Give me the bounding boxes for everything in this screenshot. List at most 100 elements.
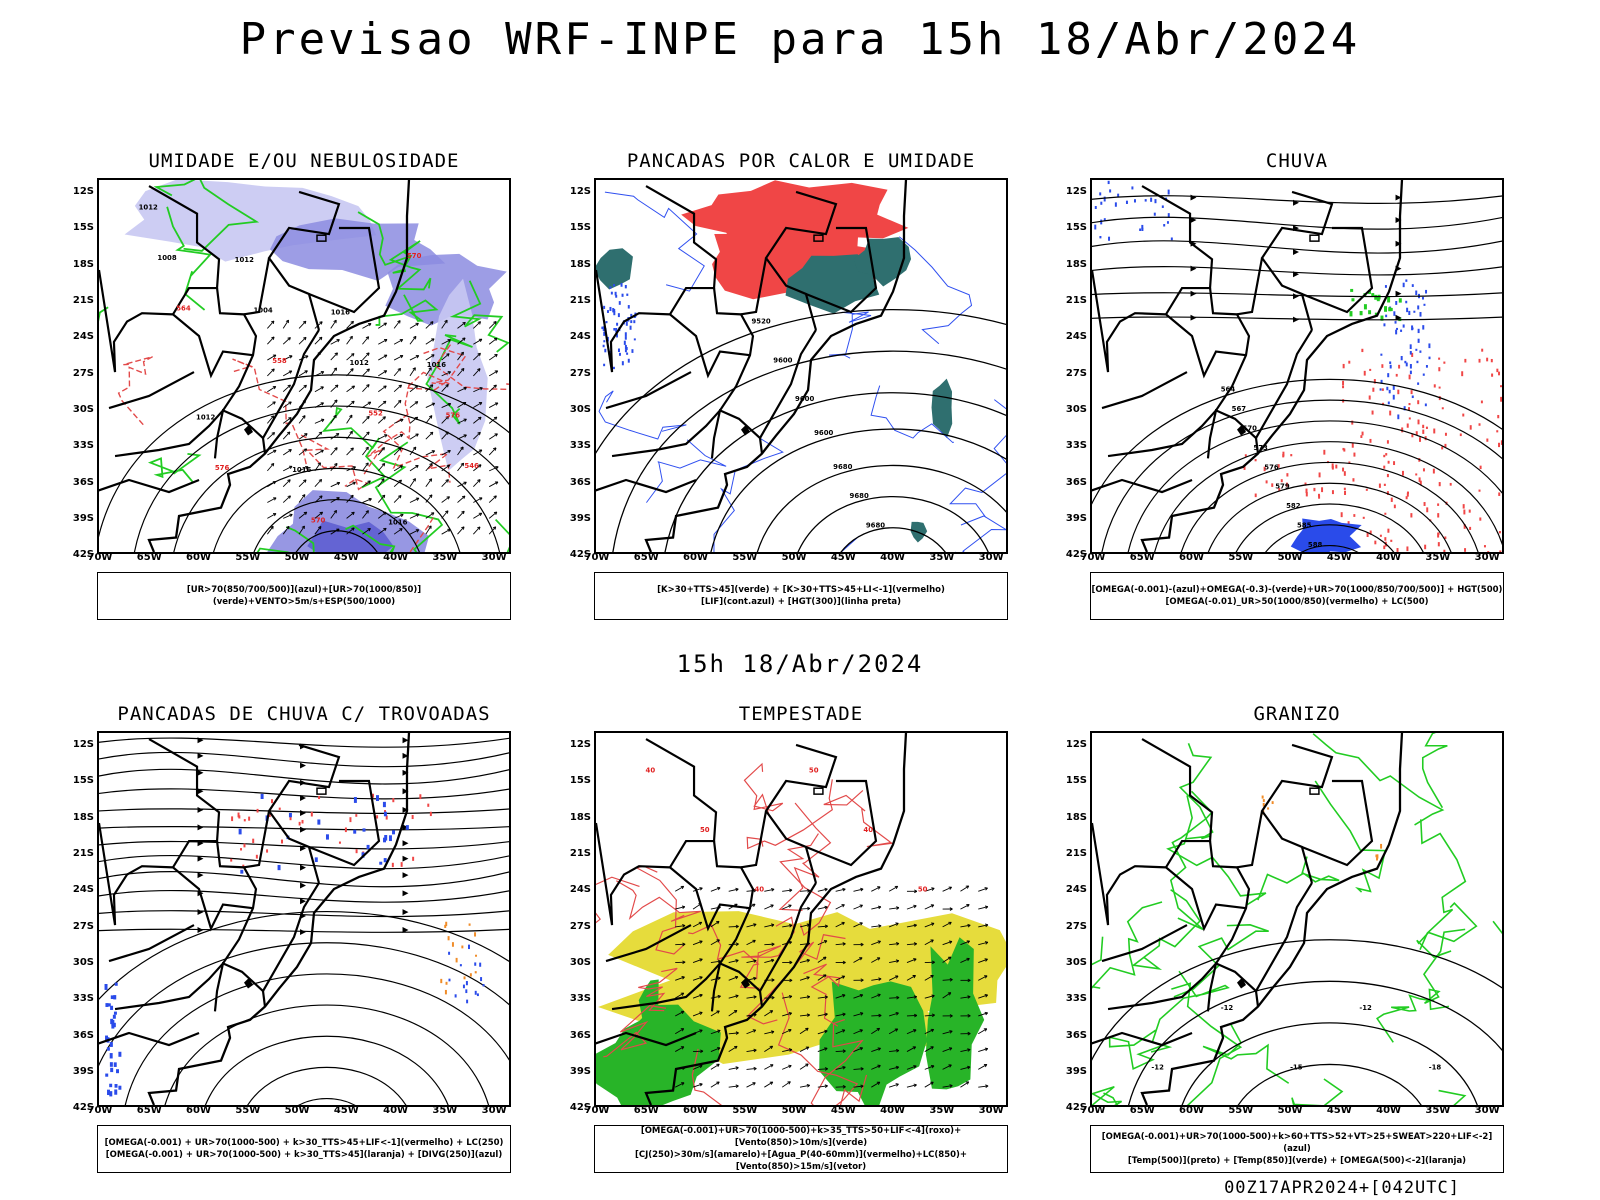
contour-label: 576	[215, 464, 230, 472]
lon-tick-label: 30W	[1474, 1105, 1500, 1116]
lon-tick-label: 70W	[584, 1105, 610, 1116]
lon-tick-label: 45W	[830, 1105, 856, 1116]
lon-tick-label: 65W	[633, 552, 659, 563]
lat-tick-label: 30S	[1065, 403, 1087, 415]
lat-tick-label: 27S	[1065, 367, 1087, 379]
legend-line: [OMEGA(-0.01)_UR>50(1000/850)(vermelho) …	[1165, 597, 1429, 607]
legend-line: [UR>70(850/700/500)](azul)+[UR>70(1000/8…	[186, 585, 422, 607]
legend-box: [OMEGA(-0.001) + UR>70(1000-500) + k>30_…	[97, 1125, 511, 1173]
lon-tick-label: 35W	[432, 1105, 458, 1116]
lat-tick-label: 15S	[569, 222, 591, 234]
contour-label: 9680	[833, 463, 852, 471]
lon-tick-label: 55W	[732, 552, 758, 563]
lat-tick-label: 30S	[72, 956, 94, 968]
contour-label: -12	[1221, 1004, 1234, 1012]
panel-title: PANCADAS DE CHUVA C/ TROVOADAS	[117, 703, 491, 725]
contour-label: 50	[700, 826, 710, 834]
lon-tick-label: 55W	[732, 1105, 758, 1116]
lat-tick-label: 18S	[569, 811, 591, 823]
lon-tick-label: 30W	[978, 552, 1004, 563]
lon-tick-label: 35W	[1425, 1105, 1451, 1116]
lat-tick-label: 21S	[72, 847, 94, 859]
legend-line: [OMEGA(-0.001) + UR>70(1000-500) + k>30_…	[105, 1150, 503, 1160]
lat-tick-label: 15S	[1065, 775, 1087, 787]
lon-tick-label: 50W	[284, 1105, 310, 1116]
lat-tick-label: 18S	[1065, 811, 1087, 823]
contour-label: 570	[311, 516, 326, 524]
contour-label: 1012	[196, 413, 215, 421]
legend-line: [OMEGA(-0.001)-(azul)+OMEGA(-0.3)-(verde…	[1091, 585, 1503, 595]
lat-tick-label: 39S	[569, 1065, 591, 1077]
map-svg: 1012 1012 1016 1016 1012 1016 1016 1008 1004 1012…	[99, 180, 509, 552]
contour-label: -12	[1151, 1063, 1164, 1071]
map-canvas: 1012 1012 1016 1016 1012 1016 1016 1008 1004 1012…	[97, 178, 511, 554]
contour-label: 50	[809, 767, 819, 775]
map-svg: 40 50 40 50 40 50	[596, 733, 1006, 1105]
lat-tick-label: 12S	[569, 739, 591, 750]
contour-label: 9680	[866, 521, 885, 529]
lon-tick-label: 30W	[1474, 552, 1500, 563]
contour-label: 558	[272, 357, 287, 365]
lat-tick-label: 36S	[569, 1029, 591, 1041]
panel-title: GRANIZO	[1253, 703, 1341, 725]
lon-tick-label: 45W	[333, 552, 359, 563]
contour-label: 582	[1286, 502, 1301, 510]
lon-tick-label: 40W	[383, 552, 409, 563]
lat-tick-label: 24S	[569, 884, 591, 896]
contour-label: 1016	[331, 309, 350, 317]
lat-tick-label: 18S	[1065, 258, 1087, 270]
run-info: 00Z17APR2024+[042UTC]	[1224, 1178, 1460, 1198]
lon-tick-label: 40W	[1376, 552, 1402, 563]
lat-tick-label: 12S	[72, 186, 94, 197]
lat-tick-label: 24S	[1065, 331, 1087, 343]
lat-tick-label: 21S	[1065, 294, 1087, 306]
lat-tick-label: 21S	[1065, 847, 1087, 859]
lon-tick-label: 65W	[136, 1105, 162, 1116]
lon-tick-label: 70W	[584, 552, 610, 563]
map-svg	[99, 733, 509, 1105]
lat-tick-label: 12S	[1065, 739, 1087, 750]
map-canvas: 9680 9680 9680 9600 9600 9600 9520	[594, 178, 1008, 554]
lat-tick-label: 42S	[569, 549, 591, 561]
legend-line: [Temp(500)](preto) + [Temp(850)](verde) …	[1127, 1156, 1467, 1166]
lon-tick-label: 30W	[481, 552, 507, 563]
contour-label: 50	[918, 885, 928, 893]
lon-tick-label: 40W	[880, 552, 906, 563]
lon-tick-label: 55W	[235, 1105, 261, 1116]
lon-tick-label: 35W	[432, 552, 458, 563]
lat-tick-label: 33S	[1065, 440, 1087, 452]
lat-tick-label: 27S	[569, 920, 591, 932]
lat-tick-label: 27S	[72, 920, 94, 932]
lon-tick-label: 60W	[683, 552, 708, 563]
lat-tick-label: 15S	[1065, 222, 1087, 234]
lat-tick-label: 21S	[569, 847, 591, 859]
contour-label: 1016	[427, 361, 446, 369]
lon-tick-label: 50W	[1277, 1105, 1303, 1116]
contour-label: 9600	[773, 356, 792, 364]
contour-label: 588	[1308, 541, 1323, 549]
lat-tick-label: 39S	[72, 1065, 94, 1077]
lon-tick-label: 45W	[1326, 552, 1352, 563]
lat-tick-label: 18S	[569, 258, 591, 270]
lat-tick-label: 33S	[72, 440, 94, 452]
lat-tick-label: 33S	[569, 993, 591, 1005]
lon-tick-label: 35W	[1425, 552, 1451, 563]
contour-label: -18	[1429, 1063, 1442, 1071]
contour-label: 40	[754, 885, 764, 893]
lat-tick-label: 21S	[569, 294, 591, 306]
lat-tick-label: 33S	[1065, 993, 1087, 1005]
lon-tick-label: 35W	[929, 552, 955, 563]
lat-tick-label: 15S	[72, 222, 94, 234]
contour-label: 576	[1264, 463, 1279, 471]
contour-label: 40	[646, 767, 656, 775]
lat-tick-label: 12S	[569, 186, 591, 197]
lat-tick-label: 27S	[1065, 920, 1087, 932]
lat-tick-label: 24S	[569, 331, 591, 343]
lat-tick-label: 30S	[72, 403, 94, 415]
lat-tick-label: 21S	[72, 294, 94, 306]
lat-tick-label: 12S	[1065, 186, 1087, 197]
lat-tick-label: 27S	[569, 367, 591, 379]
lon-tick-label: 70W	[87, 1105, 113, 1116]
legend-line: [CJ(250)>30m/s](amarelo)+[Agua_P(40-60mm…	[634, 1150, 968, 1172]
lat-tick-label: 36S	[72, 1029, 94, 1041]
